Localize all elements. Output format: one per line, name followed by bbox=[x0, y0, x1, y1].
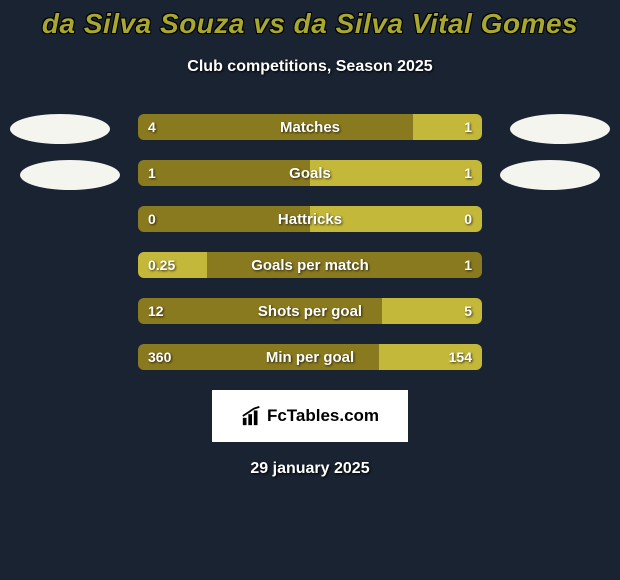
stat-row: 11Goals bbox=[138, 160, 482, 186]
stats-area: 41Matches 11Goals 00Hattricks 0.251Goals pe… bbox=[0, 114, 620, 370]
stat-label: Shots per goal bbox=[138, 298, 482, 324]
bar-chart-icon bbox=[241, 405, 263, 427]
stat-label: Matches bbox=[138, 114, 482, 140]
date-label: 29 january 2025 bbox=[0, 460, 620, 478]
stat-label: Goals per match bbox=[138, 252, 482, 278]
stat-label: Hattricks bbox=[138, 206, 482, 232]
subtitle: Club competitions, Season 2025 bbox=[0, 58, 620, 76]
stat-label: Min per goal bbox=[138, 344, 482, 370]
stat-row: 360154Min per goal bbox=[138, 344, 482, 370]
avatar-left-team bbox=[20, 160, 120, 190]
stat-row: 41Matches bbox=[138, 114, 482, 140]
avatar-right-team bbox=[500, 160, 600, 190]
infographic-container: da Silva Souza vs da Silva Vital Gomes C… bbox=[0, 0, 620, 580]
stat-label: Goals bbox=[138, 160, 482, 186]
stat-row: 0.251Goals per match bbox=[138, 252, 482, 278]
branding-badge: FcTables.com bbox=[212, 390, 408, 442]
comparison-bars: 41Matches 11Goals 00Hattricks 0.251Goals pe… bbox=[138, 114, 482, 370]
stat-row: 125Shots per goal bbox=[138, 298, 482, 324]
stat-row: 00Hattricks bbox=[138, 206, 482, 232]
avatar-right-player bbox=[510, 114, 610, 144]
avatar-left-player bbox=[10, 114, 110, 144]
branding-text: FcTables.com bbox=[267, 406, 379, 426]
page-title: da Silva Souza vs da Silva Vital Gomes bbox=[0, 8, 620, 40]
